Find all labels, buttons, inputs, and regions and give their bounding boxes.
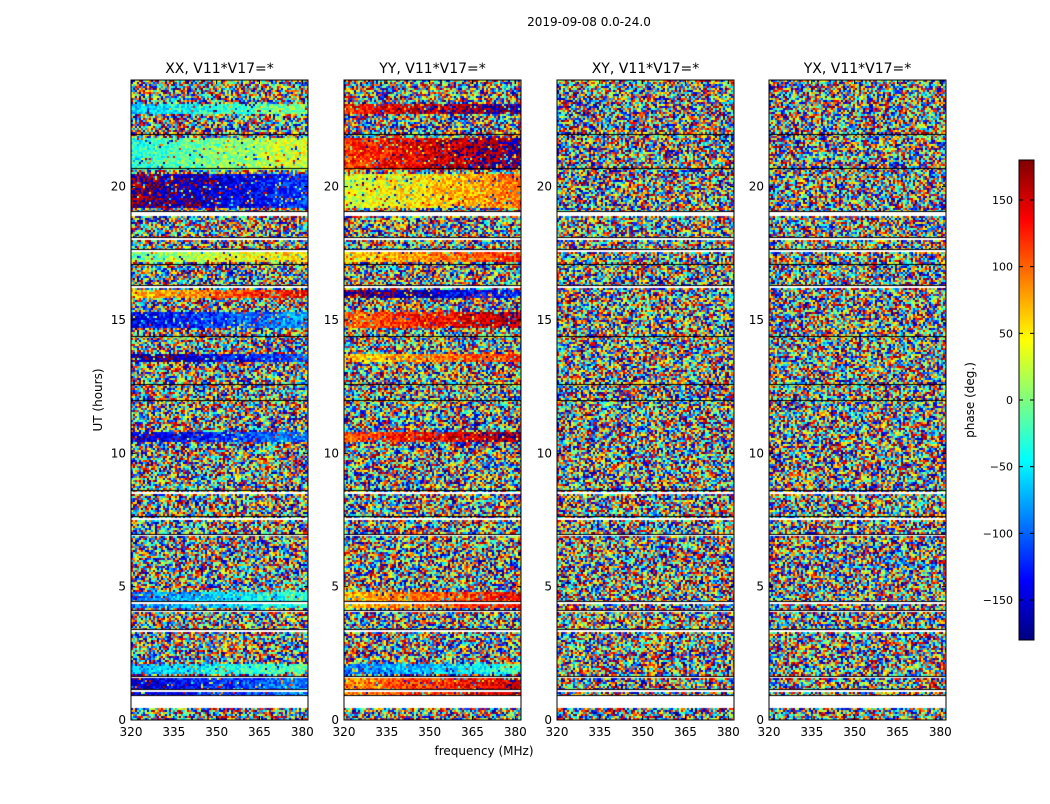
x-tick-label: 320 [120,725,143,739]
y-tick-label: 20 [111,180,126,194]
y-tick-label: 15 [111,313,126,327]
colorbar-tick-label: 0 [1006,394,1013,407]
x-tick-label: 380 [929,725,952,739]
y-tick-label: 20 [324,180,339,194]
x-tick-label: 380 [504,725,527,739]
heatmap-image [131,80,308,720]
panel-frame [343,79,522,721]
y-tick-label: 15 [749,313,764,327]
x-tick-label: 335 [162,725,185,739]
y-tick-label: 15 [324,313,339,327]
panel-title: XY, V11*V17=* [592,61,700,77]
y-tick-label: 5 [118,580,126,594]
panel-2: YY, V11*V17=* 320 335 350 365 380 0 5 10 15 20 [324,61,527,739]
x-tick-label: 380 [291,725,314,739]
x-tick-label: 320 [546,725,569,739]
x-tick-label: 335 [800,725,823,739]
x-tick-label: 365 [674,725,697,739]
panel-3: XY, V11*V17=* 320 335 350 365 380 0 5 10 15 20 [537,61,740,739]
y-axis-label: UT (hours) [91,368,105,431]
x-tick-label: 365 [248,725,271,739]
colorbar: 150 100 50 0 −50 −100 −150 [983,159,1035,641]
x-tick-label: 365 [886,725,909,739]
panel-frame [130,79,309,721]
colorbar-tick-label: −150 [983,594,1013,607]
panel-frame [556,79,735,721]
panel-1: XX, V11*V17=* 320 335 350 365 380 0 5 10 15 20 [111,61,314,739]
x-tick-label: 335 [375,725,398,739]
panels: XX, V11*V17=*320 335 350 365 38005101520YY, … [111,61,952,739]
x-tick-label: 365 [461,725,484,739]
panel-title: YX, V11*V17=* [803,61,912,77]
x-tick-label: 350 [843,725,866,739]
y-tick-label: 20 [537,180,552,194]
y-tick-label: 5 [331,580,339,594]
colorbar-tick-label: −50 [990,461,1013,474]
x-tick-label: 320 [333,725,356,739]
y-tick-label: 20 [749,180,764,194]
y-tick-label: 10 [749,446,764,460]
x-tick-label: 320 [758,725,781,739]
x-axis-label: frequency (MHz) [434,744,533,758]
y-tick-label: 10 [111,446,126,460]
panel-title: XX, V11*V17=* [165,61,274,77]
colorbar-tick-label: 50 [999,327,1013,340]
y-tick-label: 0 [118,713,126,727]
y-tick-label: 10 [537,446,552,460]
heatmap-image [344,80,521,720]
heatmap-image [557,80,734,720]
colorbar-tick-label: 100 [992,261,1013,274]
colorbar-label: phase (deg.) [963,362,977,438]
heatmap-image [769,80,946,720]
y-tick-label: 0 [331,713,339,727]
colorbar-tick-label: 150 [992,194,1013,207]
colorbar-tick-label: −100 [983,527,1013,540]
y-tick-label: 5 [756,580,764,594]
x-tick-label: 335 [588,725,611,739]
panel-4: YX, V11*V17=* 320 335 350 365 380 0 5 10 15 20 [749,61,952,739]
figure-suptitle: 2019-09-08 0.0-24.0 [527,15,651,29]
x-tick-label: 350 [631,725,654,739]
y-tick-label: 0 [544,713,552,727]
y-tick-label: 5 [544,580,552,594]
y-tick-label: 10 [324,446,339,460]
panel-frame [768,79,947,721]
x-tick-label: 350 [418,725,441,739]
x-tick-label: 380 [717,725,740,739]
y-tick-label: 0 [756,713,764,727]
x-tick-label: 350 [205,725,228,739]
y-tick-label: 15 [537,313,552,327]
panel-title: YY, V11*V17=* [378,61,486,77]
